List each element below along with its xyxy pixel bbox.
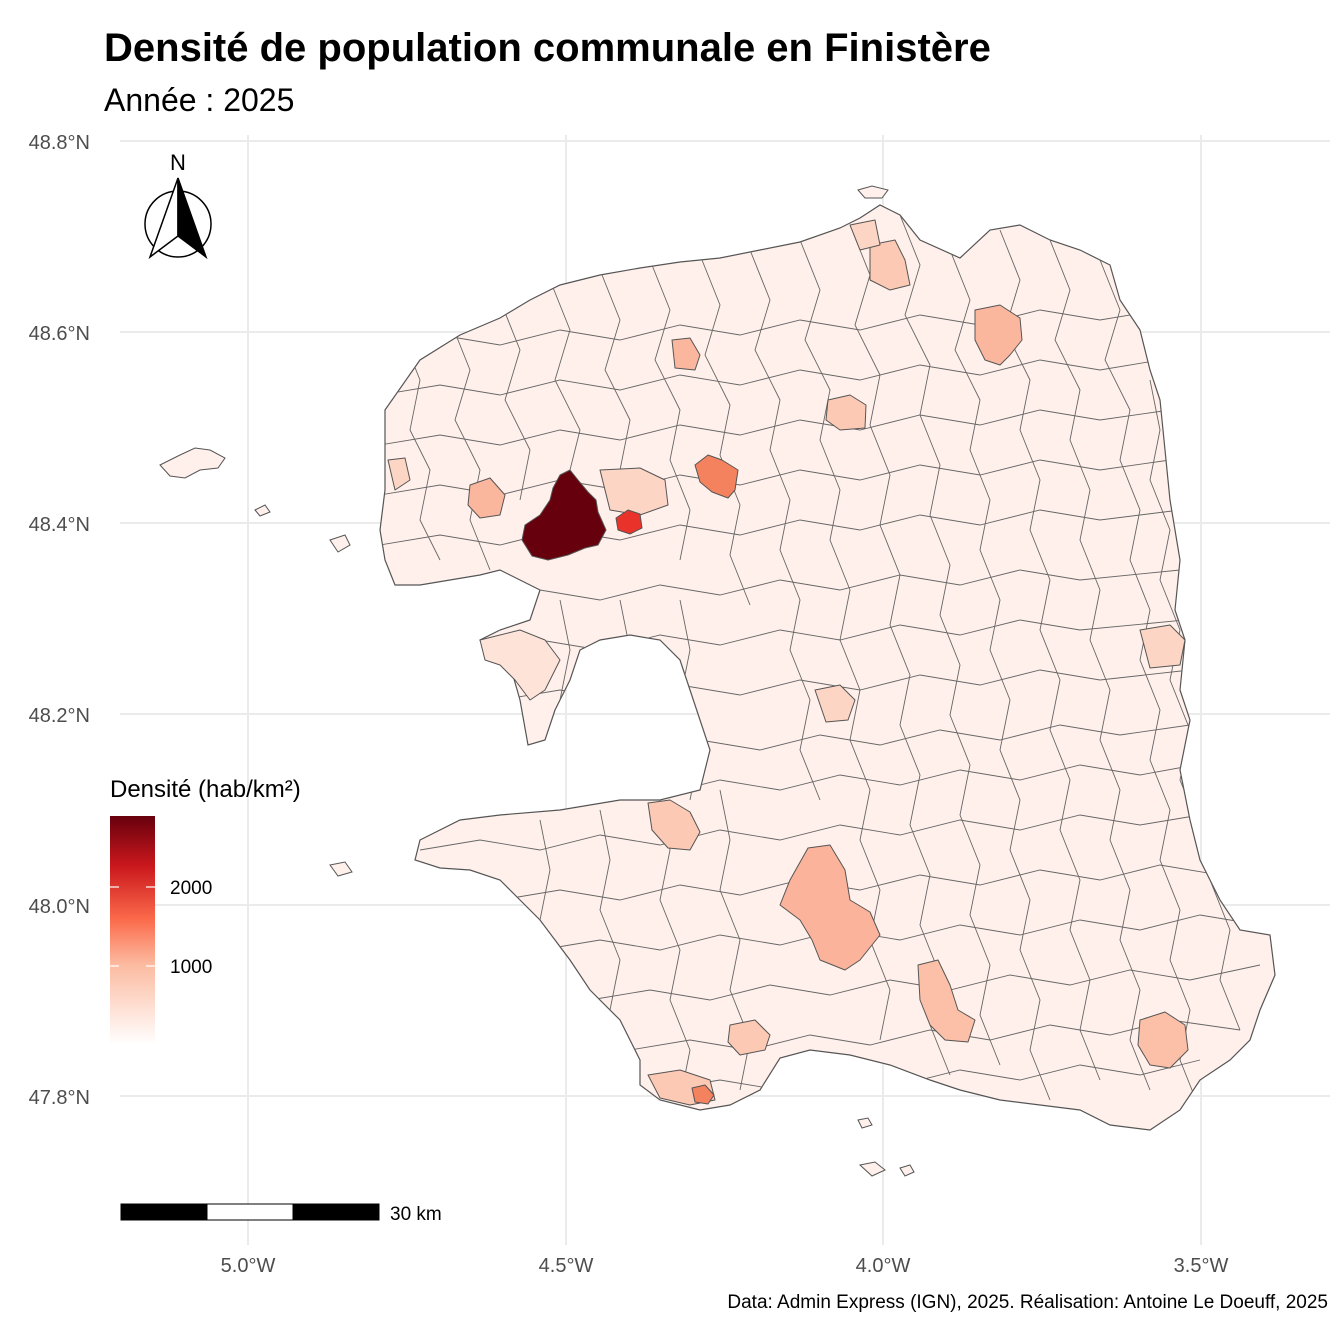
commune-quimper (779, 844, 881, 971)
commune-plouzane-area (467, 477, 506, 519)
commune-chateaulin-area (814, 684, 856, 723)
map-subtitle: Année : 2025 (104, 82, 295, 118)
finistere-communes (379, 204, 1276, 1131)
x-tick-label: 5.0°W (221, 1255, 276, 1277)
legend-label: 1000 (170, 957, 212, 978)
y-tick-label: 48.0°N (29, 896, 90, 918)
commune-pont-labbe-area (727, 1019, 771, 1056)
north-arrow-left-half (148, 177, 179, 260)
commune-carhaix-area (1139, 624, 1186, 669)
commune-saint-pol-area (849, 219, 881, 251)
ile-small-west (329, 534, 351, 553)
map-title: Densité de population communale en Finis… (104, 26, 991, 70)
scale-segment (206, 1203, 294, 1221)
ile-molene-group (254, 504, 271, 517)
y-axis: 48.8°N 48.6°N 48.4°N 48.2°N 48.0°N 47.8°… (29, 132, 90, 1109)
commune-morlaix-area (974, 304, 1023, 366)
scale-bar-label: 30 km (390, 1204, 442, 1225)
north-arrow-label: N (170, 150, 186, 175)
commune-concarneau-area (917, 959, 976, 1043)
north-arrow-right-half (177, 177, 208, 260)
scale-segment (120, 1203, 208, 1221)
y-tick-label: 48.2°N (29, 705, 90, 727)
iles-de-glenan (858, 1161, 886, 1177)
legend-label: 2000 (170, 878, 212, 899)
commune-landivisiau-area (825, 394, 867, 431)
legend-colorbar (110, 816, 155, 1045)
commune-guipavas-area (599, 467, 669, 516)
legend-title: Densité (hab/km²) (110, 776, 301, 803)
y-tick-label: 48.4°N (29, 514, 90, 536)
y-tick-label: 48.8°N (29, 132, 90, 154)
ile-small-south (899, 1164, 915, 1177)
ile-de-batz (857, 185, 889, 199)
islands (159, 185, 915, 1177)
y-tick-label: 48.6°N (29, 323, 90, 345)
scale-bar: 30 km (120, 1203, 442, 1225)
commune-guilvinec-area (691, 1084, 715, 1105)
ile-de-sein (329, 861, 353, 877)
commune-crozon-area (479, 629, 561, 701)
map-caption: Data: Admin Express (IGN), 2025. Réalisa… (727, 1292, 1328, 1313)
commune-le-conquet-area (387, 457, 411, 491)
ile-small-south-2 (857, 1117, 873, 1129)
commune-roscoff-area (869, 239, 911, 291)
commune-le-relecq-kerhuon (615, 509, 643, 535)
commune-brest (521, 469, 607, 561)
x-tick-label: 4.0°W (856, 1255, 911, 1277)
ile-d-ouessant (159, 447, 226, 479)
scale-segment (292, 1203, 380, 1221)
commune-quimperle-area (1137, 1011, 1189, 1069)
x-tick-label: 3.5°W (1174, 1255, 1229, 1277)
legend: Densité (hab/km²) 2000 1000 (110, 776, 301, 1045)
commune-landerneau (694, 454, 739, 499)
x-axis: 5.0°W 4.5°W 4.0°W 3.5°W (221, 1255, 1229, 1277)
department-landmass (379, 204, 1276, 1131)
north-arrow: N (144, 150, 212, 260)
commune-lesneven-area (671, 337, 701, 371)
commune-douarnenez-area (647, 799, 701, 851)
y-tick-label: 47.8°N (29, 1087, 90, 1109)
x-tick-label: 4.5°W (539, 1255, 594, 1277)
